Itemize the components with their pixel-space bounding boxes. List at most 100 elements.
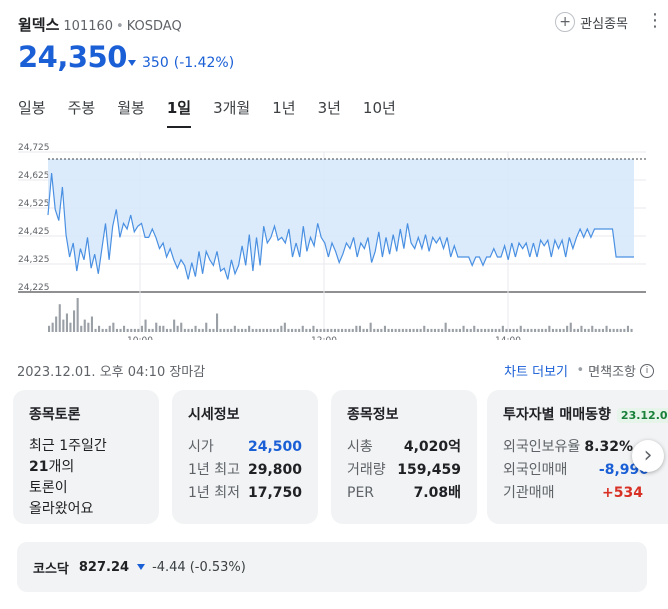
tab-6[interactable]: 3년 [317,99,341,117]
row-value: 8.32% [584,439,633,455]
volume-bar [473,325,476,332]
volume-bar [123,325,126,332]
volume-bar [405,328,408,332]
volume-bar [544,328,547,332]
volume-bar [630,328,633,332]
y-tick-label: 24,725 [18,143,50,153]
tab-2[interactable]: 월봉 [117,99,145,117]
info-row: 1년 최저 17,750 [188,482,302,505]
volume-bar [219,328,222,332]
investor-title: 투자자별 매매동향 23.12.01 [503,404,668,424]
stock-title: 윌덱스 101160 • KOSDAQ [18,14,182,35]
x-tick-label: 12:00 [311,336,337,340]
next-cards-button[interactable]: › [632,440,664,472]
volume-bar [616,328,619,332]
volume-bar [441,328,444,332]
plus-icon: + [555,12,576,32]
discussion-card[interactable]: 종목토론 최근 1주일간 21개의 토론이 올라왔어요 [13,390,159,524]
volume-bar [280,325,283,332]
more-options-icon[interactable]: ⋮ [646,10,664,31]
tab-1[interactable]: 주봉 [67,99,96,117]
info-row: PER 7.08배 [347,482,461,505]
volume-bar [341,328,344,332]
volume-bar [212,328,215,332]
volume-bar [626,325,629,332]
volume-bar [62,319,65,332]
volume-bar [455,328,458,332]
volume-bar [355,325,358,332]
volume-bar [487,328,490,332]
volume-bar [366,328,369,332]
volume-bar [190,328,193,332]
volume-bar [537,328,540,332]
volume-bar [101,328,104,332]
volume-bar [58,304,61,332]
volume-bar [216,313,219,332]
volume-bar [251,328,254,332]
volume-bar [594,328,597,332]
info-row: 거래량 159,459 [347,459,461,482]
favorite-button[interactable]: + 관심종목 [555,12,628,32]
volume-bar [291,328,294,332]
row-value: 29,800 [247,462,302,478]
info-row: 외국인보유율 8.32% [503,436,633,459]
volume-bar [419,328,422,332]
volume-bar [408,328,411,332]
disclaimer-link[interactable]: • 면책조항 i [576,361,654,380]
discussion-line3: 토론이 [29,480,68,496]
volume-bar [541,328,544,332]
header-separator: • [116,19,124,34]
volume-bar [298,328,301,332]
tab-4[interactable]: 3개월 [213,99,251,117]
tab-7[interactable]: 10년 [362,99,396,117]
volume-bar [48,325,51,332]
volume-bar [376,328,379,332]
volume-bar [337,328,340,332]
down-arrow-icon [128,60,136,66]
discussion-count: 21 [29,459,49,475]
stock-info-card[interactable]: 종목정보 시총 4,020억 거래량 159,459 PER 7.08배 [331,390,477,524]
volume-bar [462,325,465,332]
volume-bar [412,328,415,332]
volume-bar [176,325,179,332]
volume-bar [155,322,158,332]
volume-bar [430,328,433,332]
volume-bar [519,325,522,332]
chevron-right-icon: › [643,443,653,468]
volume-bar [458,328,461,332]
volume-bar [73,310,76,332]
volume-bar [269,328,272,332]
quote-info-card[interactable]: 시세정보 시가 24,500 1년 최고 29,800 1년 최저 17,750 [172,390,318,524]
row-value: +534 [602,485,643,501]
volume-bar [237,328,240,332]
volume-bar [294,328,297,332]
volume-bar [512,328,515,332]
intraday-chart[interactable]: 24,725 24,625 24,525 24,425 24,325 24,225 10:… [0,140,668,340]
row-label: 외국인매매 [503,462,568,478]
volume-bar [348,328,351,332]
volume-bar [76,298,79,332]
volume-bar [566,325,569,332]
volume-bar [609,328,612,332]
volume-bar [312,325,315,332]
volume-bar [112,322,115,332]
volume-bar [433,328,436,332]
volume-bar [383,325,386,332]
index-value: 827.24 [78,559,130,575]
volume-bar [605,325,608,332]
index-change: -4.44 (-0.53%) [137,560,246,575]
volume-bar [523,328,526,332]
tab-3[interactable]: 1일 [166,97,192,128]
more-chart-link[interactable]: 차트 더보기 [504,361,568,380]
tab-5[interactable]: 1년 [272,99,296,117]
tab-0[interactable]: 일봉 [18,99,46,117]
volume-bar [169,328,172,332]
index-bar[interactable]: 코스닥 827.24 -4.44 (-0.53%) [17,542,647,592]
down-arrow-icon [137,564,146,570]
volume-bar [423,325,426,332]
volume-bar [115,328,118,332]
volume-bar [569,322,572,332]
volume-bar [373,328,376,332]
current-price: 24,350 [18,40,127,74]
volume-bar [51,322,54,332]
